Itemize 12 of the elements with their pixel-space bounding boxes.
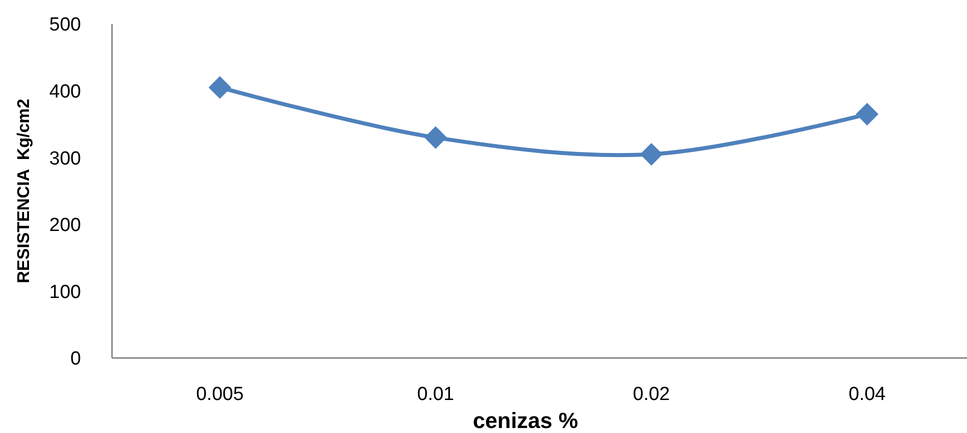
y-tick-label: 200 bbox=[49, 215, 81, 236]
y-tick-label: 500 bbox=[49, 14, 81, 36]
y-tick-label: 300 bbox=[49, 148, 81, 170]
y-tick-label: 400 bbox=[49, 81, 81, 102]
x-tick-label: 0.005 bbox=[196, 384, 244, 405]
x-axis-title: cenizas % bbox=[472, 408, 578, 433]
x-tick-label: 0.04 bbox=[848, 384, 886, 405]
y-tick-label: 100 bbox=[49, 282, 81, 303]
y-tick-label: 0 bbox=[70, 348, 81, 370]
x-tick-label: 0.01 bbox=[417, 384, 454, 405]
y-axis-title: RESISTENCIA Kg/cm2 bbox=[14, 98, 33, 284]
x-tick-label: 0.02 bbox=[632, 384, 670, 405]
